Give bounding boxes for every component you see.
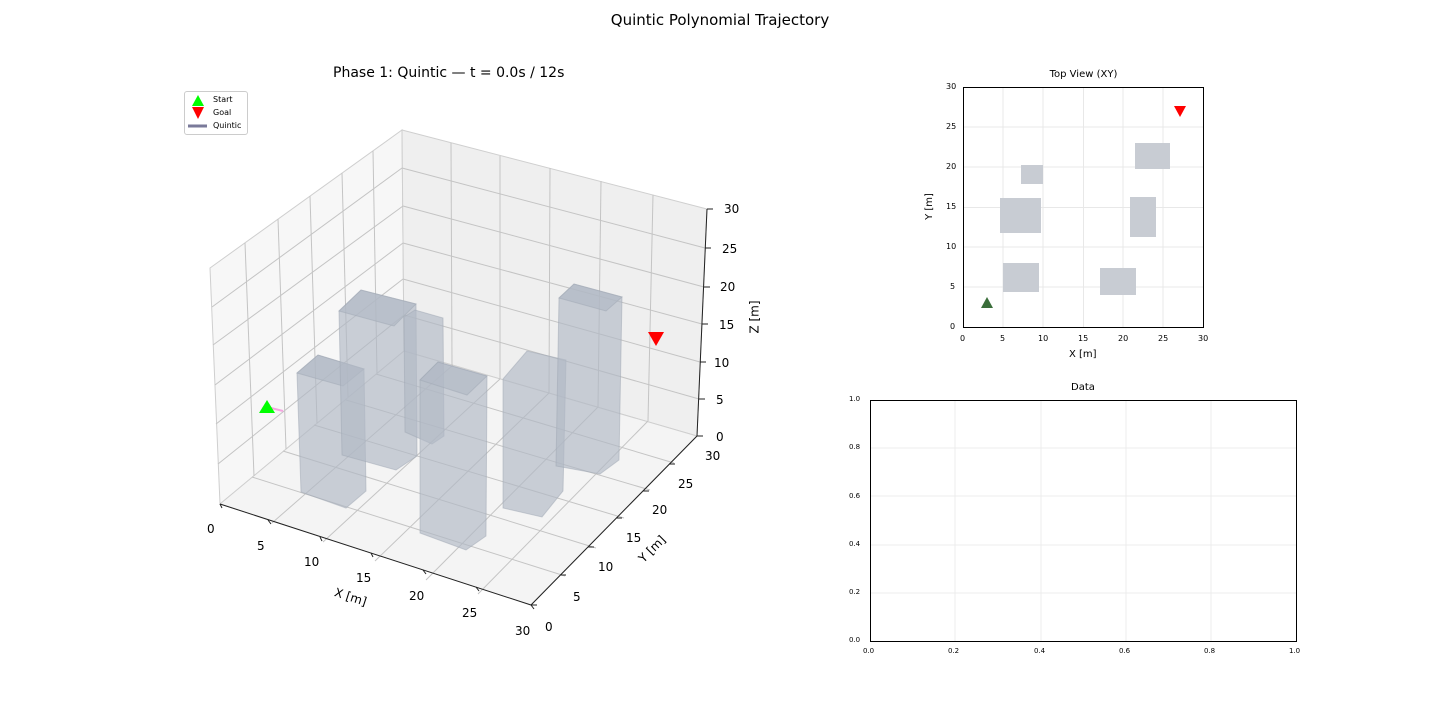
topview-plot <box>963 87 1204 328</box>
legend-start-label: Start <box>213 95 233 104</box>
topview-xtick-0: 0 <box>960 334 966 343</box>
z-axis-line <box>696 208 708 437</box>
topview-title: Top View (XY) <box>1049 69 1118 80</box>
topview-obstacle-2 <box>1000 198 1041 233</box>
z-axis-label: Z [m] <box>747 300 762 334</box>
data-ytick-5: 1.0 <box>849 395 861 403</box>
y-tick-20: 20 <box>652 503 668 517</box>
topview-ytick-0: 0 <box>950 322 956 331</box>
x-tick-10: 10 <box>304 555 320 569</box>
obstacle-6-top <box>558 283 624 312</box>
x-tick-5: 5 <box>257 539 265 553</box>
start-marker <box>259 400 275 413</box>
legend-quintic-label: Quintic <box>213 121 242 130</box>
z-tick-30: 30 <box>724 202 740 216</box>
topview-obstacle-6 <box>1135 143 1170 169</box>
data-ytick-0: 0.0 <box>849 636 861 644</box>
topview-goal-marker <box>1174 106 1186 117</box>
data-xtick-2: 0.4 <box>1034 647 1046 655</box>
topview-xtick-30: 30 <box>1198 334 1209 343</box>
data-panel-grid <box>870 400 1296 641</box>
topview-grid <box>963 87 1204 328</box>
data-panel-title: Data <box>1071 382 1095 393</box>
data-ytick-1: 0.2 <box>849 588 861 596</box>
topview-xtick-25: 25 <box>1158 334 1169 343</box>
y-tick-5: 5 <box>573 590 581 604</box>
z-tick-10: 10 <box>714 356 730 370</box>
topview-ylabel: Y [m] <box>923 193 935 220</box>
legend-goal-label: Goal <box>213 108 232 117</box>
legend-goal-icon <box>192 107 204 119</box>
x-tick-0: 0 <box>207 522 215 536</box>
topview-xlabel: X [m] <box>1069 349 1097 360</box>
topview-obstacle-5 <box>1130 197 1156 237</box>
x-tick-30: 30 <box>515 624 531 638</box>
z-tick-0: 0 <box>716 430 724 444</box>
legend-start-icon <box>192 95 204 106</box>
obstacle-2-top <box>338 289 417 327</box>
data-panel-frame <box>870 400 1297 642</box>
z-tick-15: 15 <box>719 318 735 332</box>
topview-xtick-15: 15 <box>1078 334 1089 343</box>
y-tick-10: 10 <box>598 560 614 574</box>
data-ytick-4: 0.8 <box>849 443 861 451</box>
z-tick-20: 20 <box>720 280 736 294</box>
legend-icons <box>188 95 207 128</box>
x-tick-15: 15 <box>356 571 372 585</box>
x-axis-line <box>219 503 532 606</box>
topview-ytick-15: 15 <box>946 202 957 211</box>
y-tick-25: 25 <box>678 477 694 491</box>
y-tick-15: 15 <box>626 531 642 545</box>
topview-obstacle-3 <box>1021 165 1043 184</box>
legend: Start Goal Quintic <box>184 91 248 135</box>
obstacle-6 <box>555 283 623 475</box>
topview-ytick-30: 30 <box>946 82 957 91</box>
topview-xtick-10: 10 <box>1038 334 1049 343</box>
x-tick-25: 25 <box>462 606 478 620</box>
topview-xtick-20: 20 <box>1118 334 1129 343</box>
goal-marker <box>648 332 664 346</box>
topview-frame <box>963 87 1204 328</box>
topview-xtick-5: 5 <box>1000 334 1006 343</box>
data-ytick-2: 0.4 <box>849 540 861 548</box>
x-tick-20: 20 <box>409 589 425 603</box>
topview-obstacle-1 <box>1003 263 1039 292</box>
topview-obstacles <box>1000 143 1170 295</box>
z-tick-25: 25 <box>722 242 738 256</box>
obstacle-5 <box>502 350 567 518</box>
y-tick-0: 0 <box>545 620 553 634</box>
topview-ytick-5: 5 <box>950 282 956 291</box>
data-xtick-3: 0.6 <box>1119 647 1131 655</box>
data-xtick-4: 0.8 <box>1204 647 1216 655</box>
data-ytick-3: 0.6 <box>849 492 861 500</box>
topview-ytick-20: 20 <box>946 162 957 171</box>
data-xtick-0: 0.0 <box>863 647 875 655</box>
topview-start-marker <box>981 297 993 308</box>
main-3d-title: Phase 1: Quintic — t = 0.0s / 12s <box>333 65 565 81</box>
topview-obstacle-4 <box>1100 268 1136 295</box>
z-tick-5: 5 <box>716 393 724 407</box>
data-xtick-5: 1.0 <box>1289 647 1301 655</box>
topview-ytick-25: 25 <box>946 122 957 131</box>
figure-title: Quintic Polynomial Trajectory <box>610 11 830 29</box>
topview-ytick-10: 10 <box>946 242 957 251</box>
data-panel-plot <box>870 400 1297 642</box>
obstacles <box>295 283 624 551</box>
y-tick-30: 30 <box>705 449 721 463</box>
data-xtick-1: 0.2 <box>948 647 960 655</box>
obstacle-4-top <box>419 361 488 396</box>
